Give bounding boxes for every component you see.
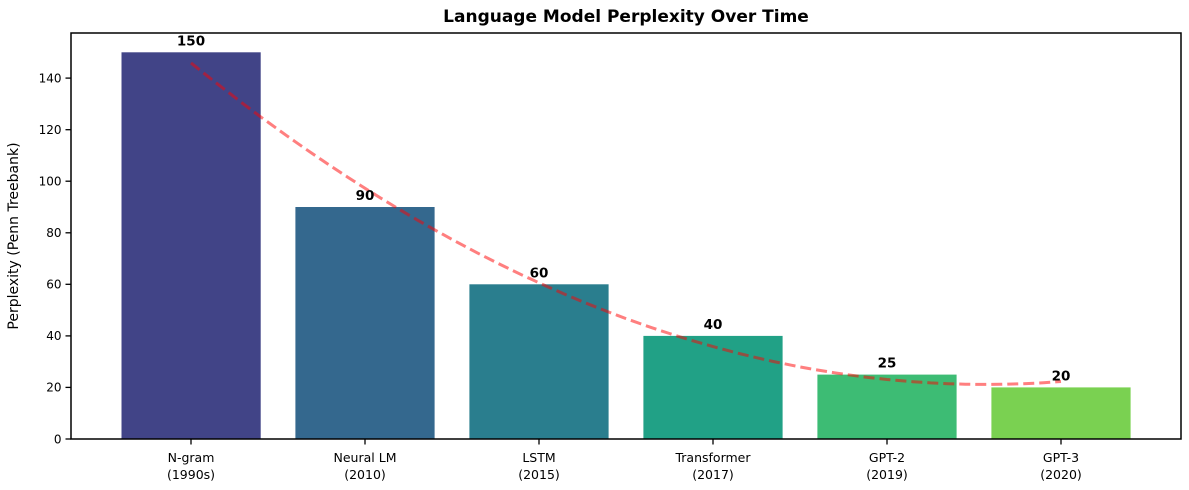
x-tick-label-year: (2015) (518, 467, 560, 482)
chart-title: Language Model Perplexity Over Time (443, 7, 809, 27)
bar-value-label: 20 (1052, 368, 1071, 384)
bar-value-label: 150 (177, 33, 205, 49)
bar-value-label: 90 (356, 188, 375, 204)
bar-gpt-3 (991, 387, 1131, 439)
x-tick-label-year: (2010) (344, 467, 386, 482)
y-tick-label: 120 (39, 123, 62, 137)
x-tick-label-model: GPT-3 (1043, 450, 1079, 465)
x-tick-label-year: (1990s) (167, 467, 215, 482)
y-axis-label: Perplexity (Penn Treebank) (6, 142, 22, 329)
bar-neural-lm (295, 207, 435, 439)
bar-lstm (469, 284, 609, 439)
y-tick-label: 0 (54, 432, 62, 446)
x-tick-label-year: (2020) (1040, 467, 1082, 482)
y-tick-label: 60 (46, 278, 61, 292)
y-tick-label: 140 (39, 71, 62, 85)
x-tick-label-model: Neural LM (334, 450, 397, 465)
x-tick-label-year: (2017) (692, 467, 734, 482)
bar-gpt-2 (817, 374, 957, 439)
bar-value-label: 40 (704, 317, 723, 333)
bar-transformer (643, 335, 783, 439)
plot-border (70, 32, 1182, 440)
y-tick-label: 40 (46, 329, 61, 343)
x-tick-label-model: N-gram (168, 450, 215, 465)
y-tick-label: 80 (46, 226, 61, 240)
x-tick-label-model: LSTM (522, 450, 555, 465)
x-tick-label-model: Transformer (674, 450, 751, 465)
bar-n-gram (121, 52, 261, 440)
x-tick-label-year: (2019) (866, 467, 908, 482)
y-tick-label: 100 (39, 175, 62, 189)
trend-line (190, 61, 1062, 386)
bar-value-label: 60 (530, 265, 549, 281)
x-tick-label-model: GPT-2 (869, 450, 905, 465)
bar-value-label: 25 (878, 356, 897, 372)
plot-content: 150 90 60 40 25 20 0 20 40 60 80 100 120 140 N-gram (19… (39, 32, 1182, 482)
y-tick-label: 20 (46, 381, 61, 395)
